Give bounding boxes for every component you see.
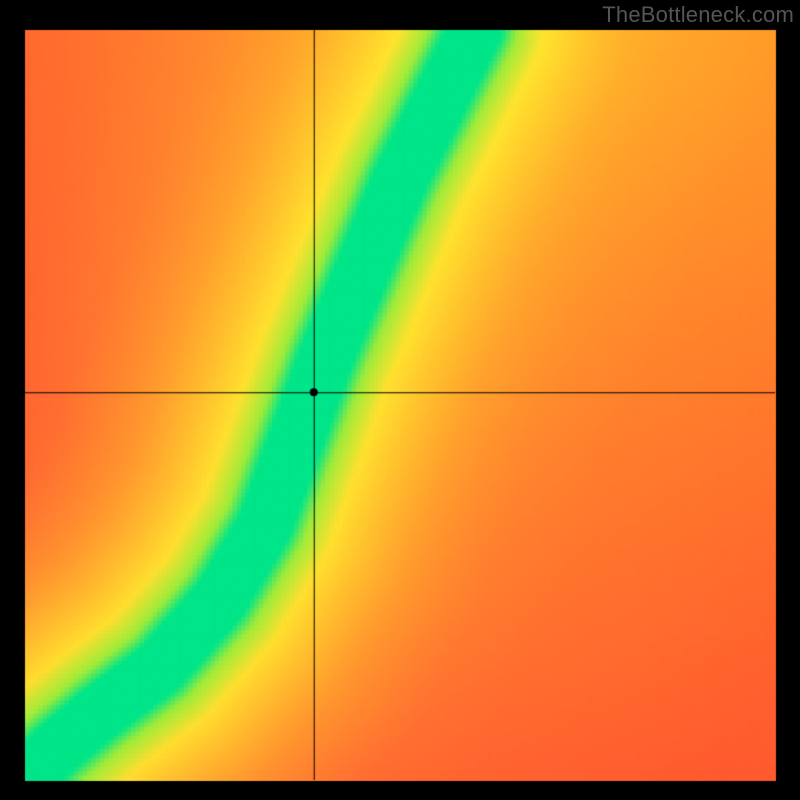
heatmap-canvas [0,0,800,800]
chart-container: TheBottleneck.com [0,0,800,800]
watermark-text: TheBottleneck.com [602,2,794,28]
